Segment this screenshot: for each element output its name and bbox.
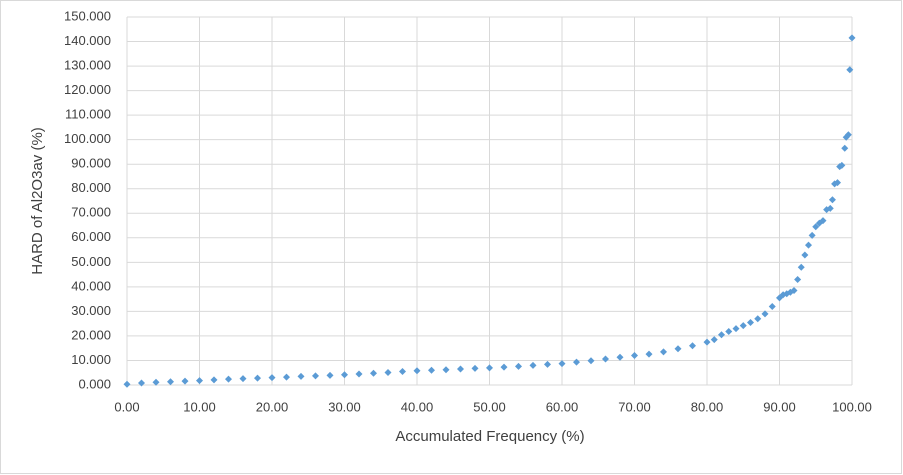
y-tick-label: 130.000	[64, 58, 111, 73]
point	[210, 376, 218, 384]
y-tick-label: 20.000	[71, 327, 111, 342]
x-tick-label: 60.00	[546, 399, 579, 414]
point	[768, 302, 776, 310]
x-tick-label: 70.00	[618, 399, 651, 414]
x-tick-label: 50.00	[473, 399, 506, 414]
y-tick-label: 0.000	[78, 376, 111, 391]
point	[703, 338, 711, 346]
point	[689, 342, 696, 350]
point	[239, 375, 247, 383]
point	[848, 34, 856, 42]
point	[616, 353, 624, 361]
point	[515, 362, 522, 370]
point	[196, 377, 203, 385]
point	[254, 374, 261, 382]
point	[747, 318, 754, 326]
x-axis-title: Accumulated Frequency (%)	[395, 428, 584, 445]
point	[826, 204, 834, 212]
point	[645, 350, 653, 358]
point	[167, 378, 174, 386]
point	[138, 379, 145, 387]
y-tick-label: 120.000	[64, 82, 111, 97]
point	[312, 372, 319, 380]
point	[268, 374, 276, 382]
y-tick-label: 110.000	[65, 107, 111, 122]
y-tick-label: 40.000	[71, 278, 111, 293]
x-tick-label: 20.00	[256, 399, 289, 414]
point	[152, 378, 160, 386]
point	[801, 251, 809, 259]
point	[819, 217, 827, 225]
point	[558, 360, 566, 368]
point	[181, 377, 189, 385]
point	[225, 375, 232, 383]
point	[428, 366, 435, 374]
point	[326, 371, 334, 379]
point	[486, 364, 493, 372]
point	[828, 196, 836, 204]
point	[805, 241, 812, 249]
point	[123, 380, 131, 388]
point	[471, 364, 479, 372]
y-axis-title: HARD of Al2O3av (%)	[29, 127, 46, 275]
point	[602, 355, 609, 363]
point	[794, 276, 802, 284]
point	[399, 368, 406, 376]
point	[631, 352, 638, 360]
point	[529, 361, 537, 369]
point	[841, 144, 849, 152]
point	[834, 179, 841, 187]
y-tick-label: 50.000	[71, 254, 111, 269]
x-tick-label: 40.00	[401, 399, 434, 414]
point	[812, 223, 820, 231]
y-tick-label: 30.000	[71, 303, 111, 318]
point	[355, 370, 363, 378]
y-tick-label: 140.000	[64, 33, 111, 48]
x-tick-label: 30.00	[328, 399, 361, 414]
point	[500, 363, 508, 371]
point	[808, 231, 816, 239]
point	[710, 336, 718, 344]
point	[838, 161, 846, 169]
point	[413, 367, 421, 375]
point	[442, 366, 450, 374]
point	[725, 328, 733, 336]
point	[573, 358, 580, 366]
y-tick-label: 80.000	[71, 180, 111, 195]
point	[718, 331, 725, 339]
point	[341, 371, 348, 379]
point	[739, 322, 747, 330]
point	[761, 310, 769, 318]
point	[790, 287, 798, 295]
point	[457, 365, 464, 373]
point	[797, 263, 805, 271]
point	[297, 372, 305, 380]
y-tick-label: 90.000	[71, 156, 111, 171]
x-tick-label: 100.00	[832, 399, 872, 414]
y-tick-label: 70.000	[71, 205, 111, 220]
point	[370, 369, 377, 377]
y-tick-label: 100.000	[64, 131, 111, 146]
point	[283, 373, 290, 381]
y-tick-label: 150.000	[64, 8, 111, 23]
point	[384, 368, 392, 376]
x-tick-label: 10.00	[183, 399, 216, 414]
point	[544, 360, 551, 368]
point	[754, 315, 762, 323]
point	[674, 345, 682, 353]
x-tick-label: 80.00	[691, 399, 724, 414]
x-tick-label: 0.00	[114, 399, 139, 414]
point	[844, 131, 852, 139]
point	[732, 325, 740, 333]
y-tick-label: 10.000	[71, 352, 111, 367]
x-tick-label: 90.00	[763, 399, 796, 414]
point	[660, 348, 667, 356]
point	[587, 357, 595, 365]
point	[846, 66, 854, 74]
y-tick-label: 60.000	[71, 229, 111, 244]
